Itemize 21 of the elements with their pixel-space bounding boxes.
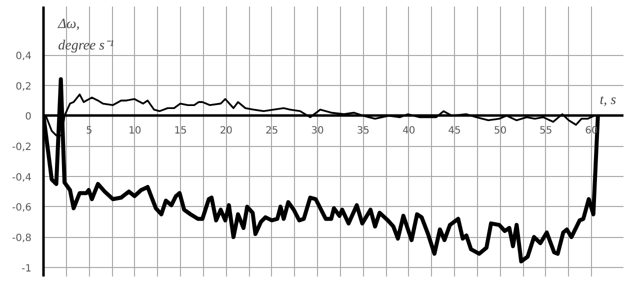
x-tick-label: 55 bbox=[540, 126, 552, 137]
y-tick-label: -0,2 bbox=[12, 142, 32, 154]
y-tick-label: 0 bbox=[25, 112, 32, 123]
x-axis-title: t, s bbox=[600, 93, 617, 108]
y-tick-label: 0,2 bbox=[16, 81, 32, 92]
y-axis-title: Δω, degree s⁻¹ bbox=[57, 17, 114, 54]
y-tick-label: 0,4 bbox=[16, 51, 32, 62]
y-tick-label: -0,6 bbox=[12, 202, 32, 214]
x-tick-label: 10 bbox=[128, 126, 142, 137]
x-tick-label: 5 bbox=[86, 126, 92, 137]
x-tick-label: 45 bbox=[448, 126, 461, 137]
y-tick-label: -1 bbox=[22, 263, 32, 274]
x-tick-label: 40 bbox=[402, 126, 416, 137]
y-tick-label: -0,8 bbox=[12, 233, 32, 244]
y-tick-label: -0,4 bbox=[12, 172, 32, 184]
x-tick-label: 15 bbox=[174, 126, 187, 137]
x-tick-label: 20 bbox=[220, 126, 233, 137]
x-tick-label: 30 bbox=[311, 126, 324, 137]
x-tick-label: 35 bbox=[356, 126, 370, 137]
x-tick-label: 25 bbox=[265, 126, 278, 137]
x-tick-label: 50 bbox=[494, 126, 507, 137]
